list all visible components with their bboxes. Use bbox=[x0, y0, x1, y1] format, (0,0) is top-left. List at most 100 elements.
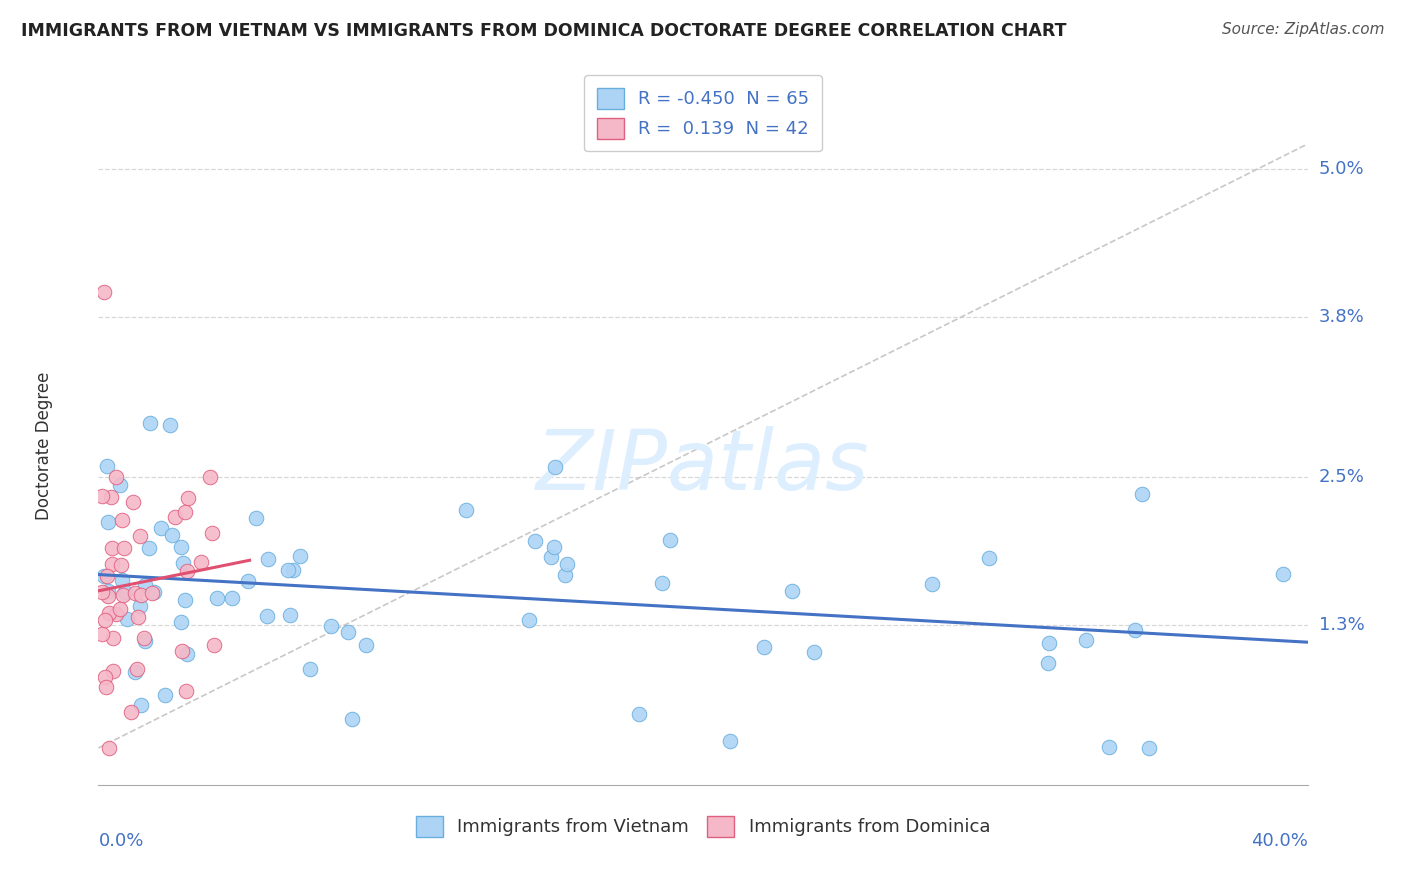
Point bbox=[124, 585, 146, 599]
Point bbox=[554, 567, 576, 582]
Point bbox=[278, 607, 301, 622]
Point bbox=[979, 550, 1001, 565]
Point bbox=[96, 459, 118, 474]
Point bbox=[94, 670, 117, 684]
Point bbox=[1098, 740, 1121, 755]
Point bbox=[105, 470, 128, 484]
Point bbox=[198, 470, 221, 484]
Point bbox=[108, 477, 131, 491]
Point bbox=[134, 634, 156, 648]
Point bbox=[718, 734, 741, 748]
Point bbox=[122, 495, 145, 509]
Point bbox=[281, 563, 304, 577]
Point bbox=[221, 591, 243, 605]
Point bbox=[114, 585, 136, 599]
Point bbox=[132, 632, 155, 646]
Point bbox=[124, 665, 146, 679]
Point bbox=[129, 698, 152, 712]
Point bbox=[93, 285, 115, 299]
Point bbox=[160, 527, 183, 541]
Point bbox=[1074, 632, 1097, 647]
Point bbox=[97, 590, 120, 604]
Point bbox=[658, 533, 681, 547]
Point bbox=[111, 513, 134, 527]
Point bbox=[1139, 741, 1161, 756]
Point bbox=[104, 607, 127, 622]
Point bbox=[115, 612, 138, 626]
Point bbox=[100, 541, 122, 555]
Text: 40.0%: 40.0% bbox=[1251, 832, 1308, 850]
Point bbox=[93, 569, 115, 583]
Point bbox=[134, 577, 156, 591]
Point bbox=[96, 569, 118, 583]
Point bbox=[91, 627, 114, 641]
Point bbox=[1123, 623, 1146, 637]
Point bbox=[127, 662, 149, 676]
Point bbox=[628, 706, 651, 721]
Point bbox=[112, 541, 135, 555]
Point bbox=[129, 528, 152, 542]
Point bbox=[651, 576, 673, 591]
Point bbox=[176, 648, 198, 662]
Point bbox=[356, 638, 378, 652]
Point bbox=[202, 638, 225, 652]
Point bbox=[544, 459, 567, 474]
Point bbox=[128, 599, 150, 613]
Point bbox=[543, 541, 565, 555]
Point bbox=[201, 525, 224, 540]
Point bbox=[170, 615, 193, 629]
Point bbox=[456, 503, 478, 517]
Point bbox=[754, 640, 776, 654]
Point bbox=[1130, 487, 1153, 501]
Point bbox=[173, 593, 195, 607]
Point bbox=[245, 511, 267, 525]
Point bbox=[127, 610, 149, 624]
Point bbox=[103, 665, 125, 679]
Point bbox=[340, 712, 363, 726]
Point bbox=[165, 510, 187, 524]
Text: Doctorate Degree: Doctorate Degree bbox=[35, 372, 53, 520]
Point bbox=[921, 577, 943, 591]
Point bbox=[97, 515, 120, 529]
Point bbox=[1038, 636, 1060, 650]
Point bbox=[90, 489, 112, 503]
Text: 2.5%: 2.5% bbox=[1319, 467, 1365, 486]
Point bbox=[803, 645, 825, 659]
Point bbox=[277, 563, 299, 577]
Point bbox=[91, 585, 114, 599]
Point bbox=[207, 591, 229, 606]
Point bbox=[524, 533, 547, 548]
Point bbox=[110, 601, 132, 615]
Point bbox=[555, 558, 578, 572]
Point bbox=[782, 583, 804, 598]
Point bbox=[111, 573, 134, 587]
Point bbox=[103, 631, 125, 645]
Point bbox=[257, 551, 280, 566]
Text: 5.0%: 5.0% bbox=[1319, 160, 1364, 178]
Point bbox=[143, 585, 166, 599]
Text: 3.8%: 3.8% bbox=[1319, 308, 1364, 326]
Point bbox=[288, 549, 311, 563]
Point bbox=[131, 588, 153, 602]
Point bbox=[1036, 657, 1059, 671]
Point bbox=[176, 564, 198, 578]
Point bbox=[153, 688, 176, 702]
Point bbox=[174, 506, 197, 520]
Point bbox=[97, 741, 120, 756]
Point bbox=[177, 491, 200, 505]
Text: IMMIGRANTS FROM VIETNAM VS IMMIGRANTS FROM DOMINICA DOCTORATE DEGREE CORRELATION: IMMIGRANTS FROM VIETNAM VS IMMIGRANTS FR… bbox=[21, 22, 1067, 40]
Text: Source: ZipAtlas.com: Source: ZipAtlas.com bbox=[1222, 22, 1385, 37]
Point bbox=[170, 540, 193, 554]
Point bbox=[94, 681, 117, 695]
Point bbox=[100, 490, 122, 504]
Point bbox=[190, 555, 212, 569]
Point bbox=[98, 606, 121, 620]
Point bbox=[336, 625, 359, 640]
Point bbox=[120, 705, 142, 719]
Text: 0.0%: 0.0% bbox=[98, 832, 143, 850]
Point bbox=[172, 643, 194, 657]
Point bbox=[138, 416, 160, 430]
Point bbox=[176, 684, 198, 698]
Point bbox=[101, 557, 124, 571]
Point bbox=[540, 550, 562, 565]
